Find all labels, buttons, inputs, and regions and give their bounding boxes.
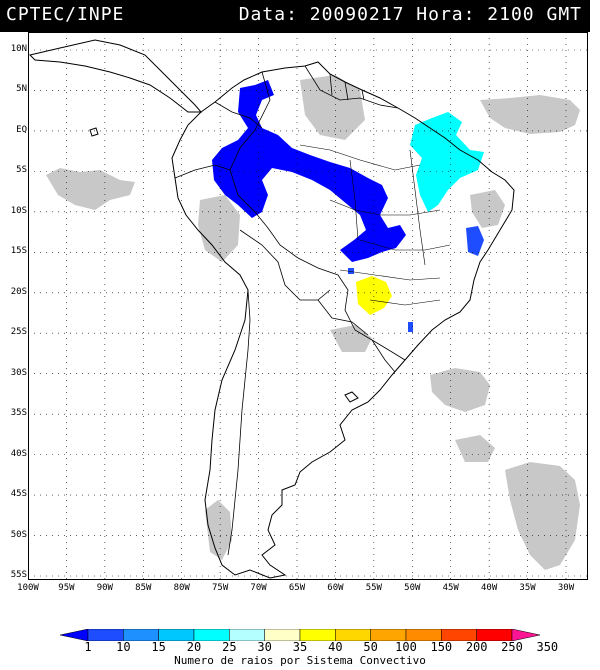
colorbar-swatch bbox=[405, 629, 442, 641]
lon-label: 55W bbox=[365, 583, 382, 593]
colorbar-swatch bbox=[264, 629, 301, 641]
lat-label: 10N bbox=[10, 44, 27, 54]
colorbar-tick-label: 30 bbox=[257, 640, 272, 654]
lat-label: EQ bbox=[16, 124, 27, 135]
border-brazil-north bbox=[304, 65, 399, 109]
colorbar-tick-label: 10 bbox=[116, 640, 131, 654]
colorbar-tick-label: 25 bbox=[222, 640, 237, 654]
lat-label: 15S bbox=[10, 246, 27, 257]
map-canvas bbox=[28, 32, 588, 580]
country-borders bbox=[174, 65, 406, 556]
lon-label: 40W bbox=[481, 583, 498, 593]
border-uruguay bbox=[371, 339, 396, 373]
lon-label: 65W bbox=[288, 583, 306, 593]
colorbar-swatch bbox=[476, 629, 513, 641]
galapagos-outline bbox=[89, 127, 99, 137]
colorbar bbox=[60, 629, 540, 641]
cloud-amazon bbox=[300, 75, 365, 140]
system-small-blue-2 bbox=[348, 268, 354, 274]
colorbar-tick-label: 100 bbox=[395, 640, 417, 654]
lat-label: 5N bbox=[16, 84, 27, 95]
lat-label: 25S bbox=[10, 327, 27, 338]
lat-label: 20S bbox=[10, 286, 27, 297]
date-time-label: Data: 20090217 Hora: 2100 GMT bbox=[238, 4, 582, 25]
system-amazon-blue bbox=[212, 80, 406, 262]
agency-title: CPTEC/INPE bbox=[6, 4, 125, 25]
colorbar-tick-label: 50 bbox=[363, 640, 378, 654]
lon-label: 90W bbox=[96, 583, 113, 593]
falklands-outline bbox=[344, 391, 359, 403]
map-panel bbox=[28, 32, 588, 580]
lat-label: 50S bbox=[10, 529, 27, 540]
cloud-atlantic-south bbox=[430, 368, 490, 412]
lon-label: 80W bbox=[173, 583, 190, 593]
lat-label: 35S bbox=[10, 408, 27, 419]
cloud-atlantic-mid bbox=[455, 435, 495, 462]
lat-label: 45S bbox=[10, 489, 27, 500]
cloud-equatorial-atlantic bbox=[480, 95, 580, 134]
colorbar-tick-label: 35 bbox=[292, 640, 308, 654]
lon-label: 75W bbox=[212, 583, 229, 593]
lon-label: 45W bbox=[442, 583, 459, 593]
colorbar-swatch bbox=[370, 629, 407, 641]
colorbar-swatch bbox=[87, 629, 124, 641]
colorbar-tick-label: 200 bbox=[465, 640, 488, 654]
colorbar-swatch bbox=[193, 629, 230, 641]
colorbar-tick-label: 20 bbox=[186, 640, 202, 654]
colorbar-swatch bbox=[229, 629, 265, 641]
border-colombia-venezuela bbox=[214, 101, 263, 129]
lat-label: 10S bbox=[10, 205, 27, 216]
lat-label: 30S bbox=[10, 367, 27, 378]
colorbar-swatch bbox=[123, 629, 159, 641]
cloud-andes bbox=[198, 195, 240, 262]
colorbar-tick-label: 150 bbox=[430, 640, 453, 654]
lat-label: 5S bbox=[16, 165, 27, 176]
lon-label: 95W bbox=[58, 583, 75, 593]
border-guianas bbox=[329, 73, 365, 101]
border-peru-bolivia bbox=[239, 229, 331, 301]
lon-label: 60W bbox=[327, 583, 344, 593]
colorbar-tick-label: 1 bbox=[84, 640, 92, 654]
lat-label: 40S bbox=[10, 448, 27, 459]
colorbar-swatch bbox=[511, 629, 540, 641]
colorbar-swatch bbox=[441, 629, 477, 641]
south-america-outline bbox=[171, 61, 515, 579]
lon-label: 100W bbox=[17, 583, 39, 593]
cloud-atlantic-southeast bbox=[505, 462, 580, 570]
cloud-atlantic-west bbox=[46, 168, 135, 210]
system-small-blue bbox=[408, 322, 413, 332]
border-colombia-ecuador bbox=[174, 164, 231, 179]
cloud-areas bbox=[46, 75, 580, 570]
lat-lon-grid bbox=[28, 32, 588, 580]
colorbar-swatch bbox=[158, 629, 195, 641]
colorbar-tick-label: 250 bbox=[501, 640, 523, 654]
convective-systems bbox=[212, 80, 484, 332]
lon-label: 70W bbox=[250, 583, 267, 593]
cloud-plata bbox=[330, 325, 372, 352]
colorbar-swatch bbox=[335, 629, 371, 641]
central-america-outline bbox=[29, 39, 203, 113]
lon-label: 30W bbox=[557, 583, 575, 593]
border-brazil-west bbox=[229, 71, 406, 361]
map-header: CPTEC/INPE Data: 20090217 Hora: 2100 GMT bbox=[0, 0, 590, 32]
cloud-northeast bbox=[470, 190, 505, 228]
colorbar-title: Numero de raios por Sistema Convectivo bbox=[174, 654, 426, 667]
colorbar-tick-label: 40 bbox=[328, 640, 343, 654]
colorbar-tick-label: 15 bbox=[151, 640, 166, 654]
cloud-patagonia bbox=[205, 500, 232, 560]
colorbar-tick-label: 350 bbox=[536, 640, 559, 654]
colorbar-swatch bbox=[299, 629, 336, 641]
system-matogrosso-yellow bbox=[356, 276, 392, 315]
coastlines bbox=[29, 39, 515, 579]
lon-label: 50W bbox=[404, 583, 421, 593]
border-paraguay bbox=[317, 299, 369, 336]
lon-label: 35W bbox=[519, 583, 536, 593]
system-northeast-cyan bbox=[410, 112, 484, 212]
lat-label: 55S bbox=[10, 570, 27, 580]
border-chile-argentina bbox=[227, 289, 251, 556]
system-bahia-blue bbox=[466, 226, 484, 256]
lon-label: 85W bbox=[135, 583, 152, 593]
